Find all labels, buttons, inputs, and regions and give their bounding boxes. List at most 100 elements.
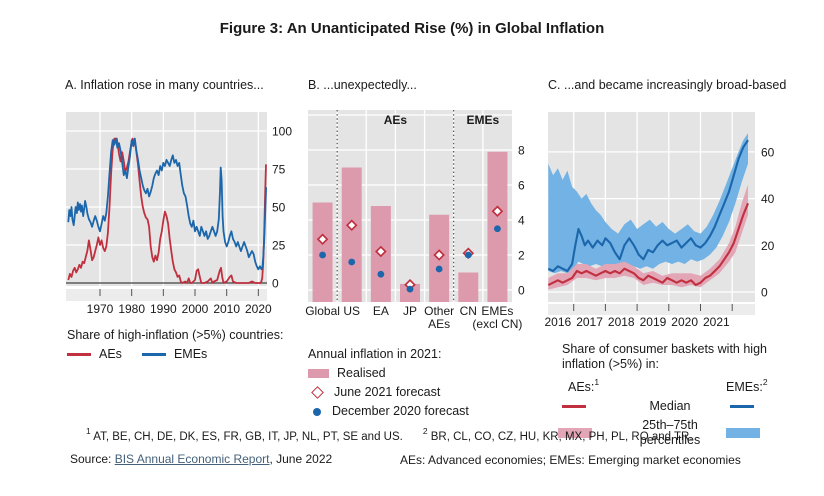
svg-text:0: 0 <box>518 284 525 298</box>
svg-text:2020: 2020 <box>671 315 698 329</box>
figure-title: Figure 3: An Unanticipated Rise (%) in G… <box>219 20 605 37</box>
svg-text:2010: 2010 <box>213 302 240 316</box>
svg-text:2: 2 <box>518 249 525 263</box>
december-2020-forecast-marker <box>377 270 385 278</box>
line-AEs median <box>548 202 749 287</box>
panel-b-legend: Annual inflation in 2021: Realised June … <box>308 347 538 419</box>
panel-a-plot-area <box>66 112 267 286</box>
bar-CN <box>458 272 479 302</box>
panel-a-legend-title: Share of high-inflation (>5%) countries: <box>67 328 284 342</box>
emes-column-header: EMEs:2 <box>726 377 768 395</box>
emes-line-swatch <box>141 353 166 356</box>
source-line: Source: BIS Annual Economic Report, June… <box>70 452 332 466</box>
source-link[interactable]: BIS Annual Economic Report <box>114 452 270 466</box>
svg-text:Global: Global <box>305 304 340 318</box>
footnotes: 1 AT, BE, CH, DE, DK, ES, FR, GB, IT, JP… <box>86 426 693 443</box>
svg-text:2016: 2016 <box>544 315 571 329</box>
aes-legend-label: AEs <box>99 347 122 361</box>
svg-text:2018: 2018 <box>608 315 635 329</box>
bar-JP <box>400 283 420 302</box>
svg-text:6: 6 <box>518 179 525 193</box>
june-forecast-label: June 2021 forecast <box>334 385 441 399</box>
percentiles-label: 25th–75th percentiles <box>639 418 701 448</box>
svg-text:EMEs: EMEs <box>467 113 500 127</box>
median-label: Median <box>649 399 691 414</box>
svg-text:CN: CN <box>460 304 477 318</box>
svg-text:8: 8 <box>518 144 525 158</box>
panel-c-legend-title-2: inflation (>5%) in: <box>562 357 659 371</box>
june-2021-forecast-marker <box>345 219 358 232</box>
svg-text:(excl CN): (excl CN) <box>472 317 522 331</box>
band-EMEs 25th-75th percentiles <box>548 133 748 274</box>
svg-text:2019: 2019 <box>640 315 667 329</box>
svg-text:US: US <box>343 304 360 318</box>
panel-a-series-EMEs <box>67 137 267 271</box>
emes-band-swatch <box>726 428 760 439</box>
svg-text:40: 40 <box>761 192 775 206</box>
svg-text:1970: 1970 <box>87 302 114 316</box>
svg-text:2000: 2000 <box>182 302 209 316</box>
svg-text:0: 0 <box>761 286 768 300</box>
aes-column-header: AEs:1 <box>568 377 600 395</box>
panel-c-title: C. ...and became increasingly broad-base… <box>548 78 787 92</box>
footnote-1: 1 AT, BE, CH, DE, DK, ES, FR, GB, IT, JP… <box>86 426 403 443</box>
svg-text:25: 25 <box>272 239 286 253</box>
june-2021-forecast-marker <box>433 249 445 261</box>
svg-text:EA: EA <box>373 304 389 318</box>
june-forecast-diamond-icon <box>311 386 324 399</box>
svg-text:AEs: AEs <box>384 113 408 127</box>
bar-US <box>341 167 362 302</box>
svg-text:1990: 1990 <box>150 302 177 316</box>
svg-text:1980: 1980 <box>118 302 145 316</box>
june-2021-forecast-marker <box>375 245 387 258</box>
emes-median-line-swatch <box>730 405 754 409</box>
panel-c-chart: 2016 2017 2018 2019 2020 2021 0 20 40 60 <box>544 112 775 329</box>
realised-swatch <box>308 369 329 378</box>
source-prefix: Source: <box>70 452 115 466</box>
panel-a-axis-strip <box>66 289 267 301</box>
svg-text:50: 50 <box>272 201 286 215</box>
svg-text:2020: 2020 <box>245 302 272 316</box>
svg-text:20: 20 <box>761 239 775 253</box>
december-2020-forecast-marker <box>435 265 443 273</box>
emes-legend-label: EMEs <box>173 347 208 361</box>
december-forecast-label: December 2020 forecast <box>332 404 469 418</box>
june-2021-forecast-marker <box>491 205 504 218</box>
source-suffix: , June 2022 <box>269 452 333 466</box>
panel-c-axis-strip <box>548 304 755 315</box>
panel-c-legend: Share of consumer baskets with high infl… <box>558 342 790 448</box>
december-2020-forecast-marker <box>348 258 356 266</box>
svg-text:0: 0 <box>272 277 279 291</box>
svg-text:100: 100 <box>272 125 292 139</box>
svg-text:4: 4 <box>518 214 525 228</box>
svg-text:JP: JP <box>403 304 417 318</box>
svg-text:2017: 2017 <box>576 315 603 329</box>
panel-a-title: A. Inflation rose in many countries... <box>65 78 264 92</box>
aes-band-swatch <box>558 428 592 439</box>
december-2020-forecast-marker <box>464 251 472 259</box>
december-2020-forecast-marker <box>319 251 326 259</box>
svg-text:EMEs: EMEs <box>481 304 513 318</box>
svg-text:2021: 2021 <box>703 315 730 329</box>
svg-text:AEs: AEs <box>428 317 450 331</box>
svg-text:Other: Other <box>424 304 454 318</box>
line-EMEs median <box>548 139 749 273</box>
aes-line-swatch <box>67 353 91 356</box>
svg-text:75: 75 <box>272 163 286 177</box>
panel-b-legend-title: Annual inflation in 2021: <box>308 347 442 361</box>
abbreviations: AEs: Advanced economies; EMEs: Emerging … <box>400 453 741 467</box>
december-forecast-dot-icon <box>313 407 321 416</box>
panel-a-series-AEs <box>67 137 267 284</box>
svg-text:60: 60 <box>761 145 775 159</box>
panel-b-plot-area <box>308 110 512 302</box>
panel-a-legend: Share of high-inflation (>5%) countries:… <box>67 328 317 362</box>
panel-c-legend-title-1: Share of consumer baskets with high <box>562 342 767 356</box>
realised-label: Realised <box>337 366 386 380</box>
panel-b-title: B. ...unexpectedly... <box>308 78 417 92</box>
aes-median-line-swatch <box>562 405 586 409</box>
december-2020-forecast-marker <box>494 225 501 233</box>
december-2020-forecast-marker <box>406 285 414 293</box>
